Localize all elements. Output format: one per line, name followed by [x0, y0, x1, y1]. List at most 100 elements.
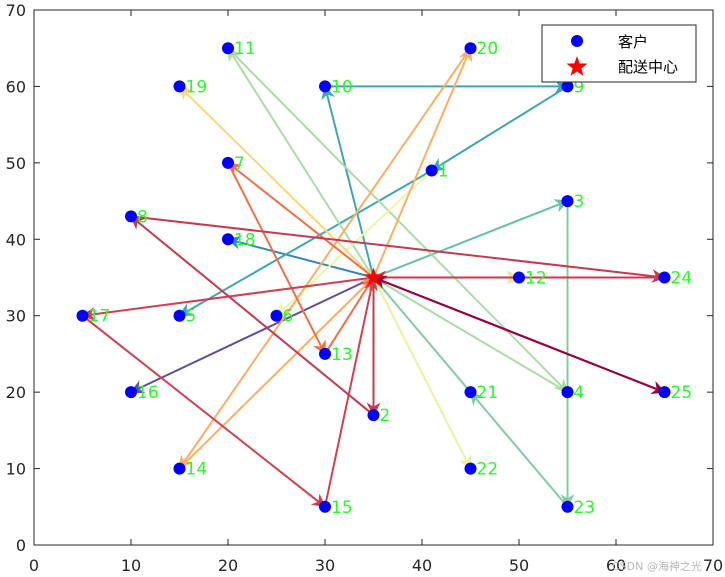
customer-label: 8	[137, 207, 148, 227]
depot-star-icon	[364, 267, 383, 286]
x-tick-label: 0	[29, 556, 39, 575]
customer-point	[658, 386, 671, 399]
route-arrow	[372, 275, 665, 394]
x-tick-label: 30	[315, 556, 335, 575]
legend-box	[541, 24, 697, 83]
legend-label-customer: 客户	[618, 33, 648, 51]
route-arrow	[372, 46, 473, 278]
customer-label: 6	[283, 307, 294, 327]
customer-label: 4	[574, 383, 585, 403]
customer-label: 17	[89, 307, 111, 327]
customer-point	[561, 195, 574, 208]
y-tick-label: 50	[6, 154, 26, 173]
customer-label: 19	[186, 77, 208, 97]
customer-point	[658, 271, 671, 284]
customer-point	[561, 500, 574, 513]
route-arrow	[81, 314, 327, 508]
watermark: CSDN @海神之光	[612, 559, 702, 573]
customer-label: 13	[331, 345, 353, 365]
legend-marker-depot-star-icon	[566, 56, 588, 76]
y-tick-label: 0	[16, 536, 26, 555]
route-arrow	[226, 235, 374, 279]
route-arrow	[373, 199, 569, 279]
customer-label: 14	[186, 460, 208, 480]
customer-point	[76, 309, 89, 322]
route-arrow	[130, 215, 666, 284]
points-layer	[76, 42, 671, 513]
customer-point	[464, 462, 477, 475]
customer-point	[561, 80, 574, 93]
y-tick-label: 30	[6, 307, 26, 326]
customer-label: 24	[671, 269, 693, 289]
customer-point	[173, 80, 186, 93]
route-arrow	[178, 47, 472, 470]
customer-label: 10	[331, 77, 353, 97]
y-tick-label: 70	[6, 1, 26, 20]
x-tick-label: 10	[121, 556, 141, 575]
route-arrow	[227, 47, 375, 279]
customer-label: 16	[137, 383, 159, 403]
route-arrow	[372, 277, 472, 470]
legend-marker-customer	[571, 35, 583, 47]
legend: 客户 配送中心	[541, 24, 697, 83]
routes-layer	[81, 46, 666, 509]
customer-label: 20	[477, 39, 499, 59]
x-tick-label: 40	[412, 556, 432, 575]
route-arrow	[129, 215, 375, 416]
customer-point	[425, 164, 438, 177]
customer-label: 2	[380, 406, 391, 426]
customer-point	[464, 42, 477, 55]
y-tick-label: 10	[6, 460, 26, 479]
legend-label-depot: 配送中心	[618, 58, 678, 76]
customer-label: 5	[186, 307, 197, 327]
customer-label: 3	[574, 192, 585, 212]
customer-point	[222, 42, 234, 55]
route-arrow	[324, 276, 378, 507]
customer-point	[319, 347, 331, 360]
customer-point	[222, 156, 234, 169]
route-arrow	[227, 162, 326, 356]
customer-label: 18	[234, 230, 256, 250]
customer-label: 12	[525, 269, 547, 289]
customer-label: 11	[234, 39, 256, 59]
customer-point	[367, 409, 380, 422]
route-arrow	[178, 85, 375, 279]
customer-label: 23	[574, 498, 596, 518]
plot-frame	[33, 9, 714, 546]
customer-point	[125, 386, 137, 399]
customer-point	[464, 386, 477, 399]
y-tick-label: 20	[6, 383, 26, 402]
x-tick-label: 20	[218, 556, 238, 575]
customer-point	[173, 309, 186, 322]
route-arrow	[372, 276, 569, 394]
customer-label: 22	[477, 460, 499, 480]
customer-point	[561, 386, 574, 399]
customer-point	[319, 500, 331, 513]
customer-point	[173, 462, 186, 475]
route-arrow	[226, 161, 375, 279]
route-arrow	[469, 391, 569, 508]
route-arrow	[430, 85, 569, 172]
x-tick-label: 50	[509, 556, 529, 575]
customer-label: 1	[438, 162, 449, 182]
y-tick-label: 40	[6, 230, 26, 249]
customer-point	[513, 271, 525, 284]
route-arrow	[372, 276, 472, 393]
customer-point	[222, 233, 234, 246]
x-tick-label: 70	[703, 556, 723, 575]
y-tick-label: 60	[6, 77, 26, 96]
route-arrow	[129, 276, 374, 394]
route-arrow	[178, 276, 375, 470]
customer-point	[125, 210, 137, 223]
customer-label: 21	[477, 383, 499, 403]
customer-label: 9	[574, 77, 585, 97]
customer-label: 7	[234, 154, 245, 174]
customer-label: 15	[331, 498, 353, 518]
customer-point	[270, 309, 283, 322]
route-arrow	[321, 85, 375, 278]
x-tick-label: 60	[606, 556, 626, 575]
axes-ticks-layer: 0 10 20 30 40 50 60 70 0 10 20 30 40 50 60 70	[6, 1, 724, 575]
customer-label: 25	[671, 383, 693, 403]
